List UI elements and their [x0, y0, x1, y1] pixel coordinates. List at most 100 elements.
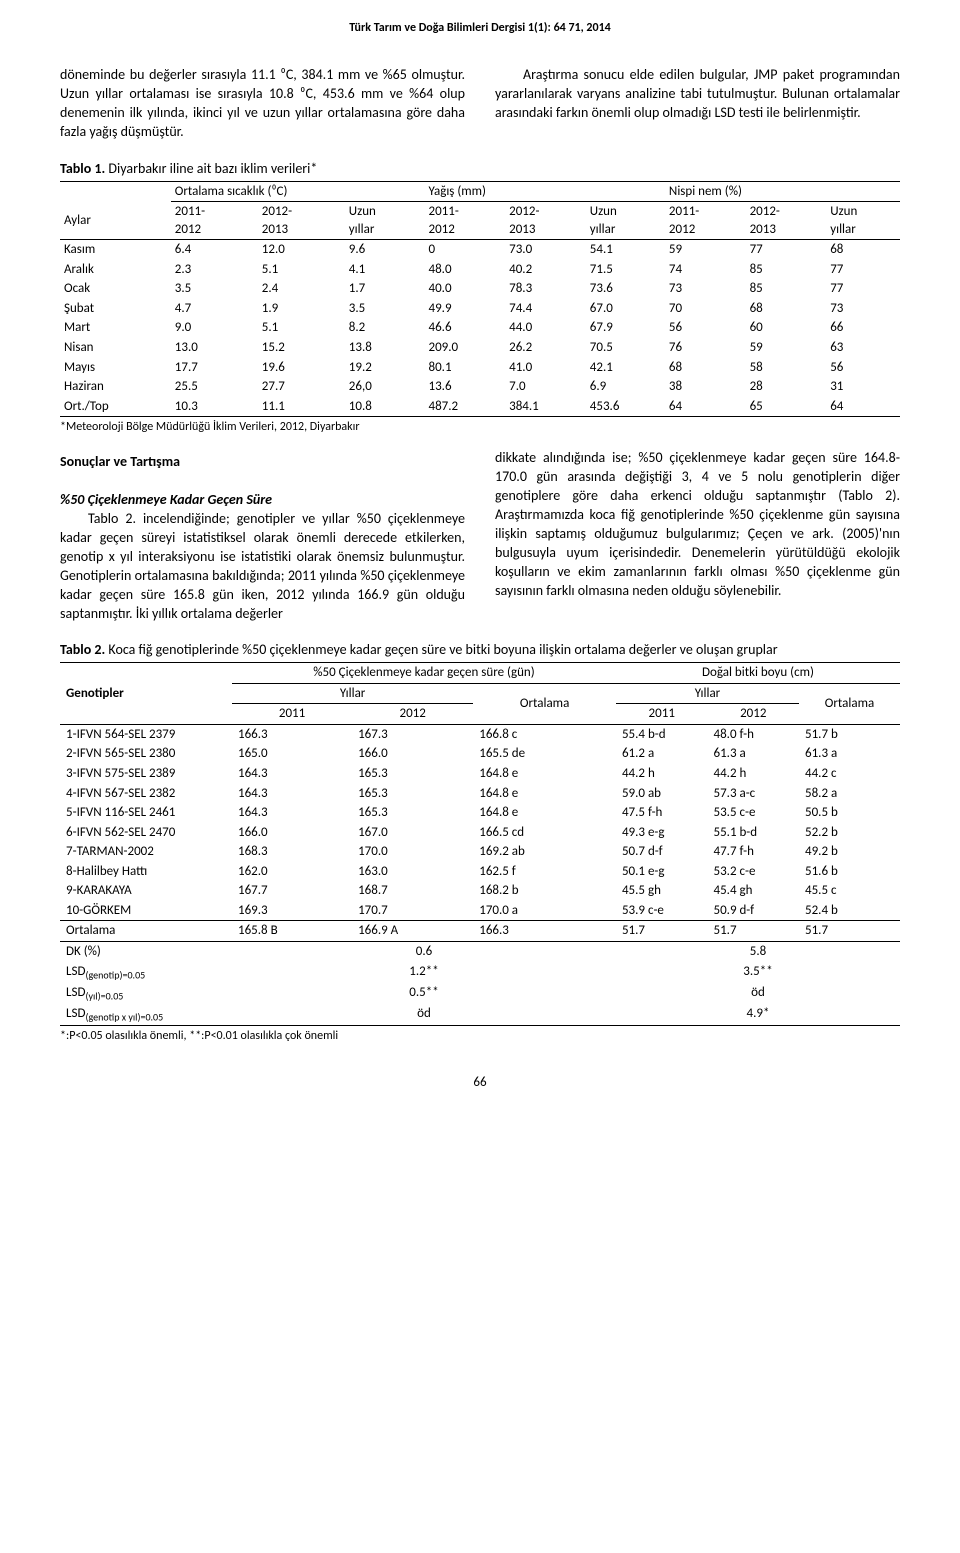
t2-group1: %50 Çiçeklenmeye kadar geçen süre (gün)	[232, 663, 616, 684]
t2-cell: 50.9 d-f	[707, 901, 799, 921]
t2-lsdy-v1: 0.5**	[232, 983, 616, 1004]
t1-cell: 6.9	[586, 377, 665, 397]
t2-y2011-2: 2011	[616, 704, 708, 725]
t2-ortalama-cell: 51.7	[799, 921, 900, 942]
t2-cell: 165.3	[352, 803, 473, 823]
t2-group2: Doğal bitki boyu (cm)	[616, 663, 900, 684]
t2-cell: 44.2 h	[616, 764, 708, 784]
t1-cell: 46.6	[424, 318, 505, 338]
t1-cell: 25.5	[171, 377, 258, 397]
t2-cell: 45.4 gh	[707, 881, 799, 901]
t1-cell: Haziran	[60, 377, 171, 397]
t1-cell: 73	[826, 299, 900, 319]
tablo1-note: *Meteoroloji Bölge Müdürlüğü İklim Veril…	[60, 419, 900, 435]
tablo2-caption-bold: Tablo 2.	[60, 641, 105, 658]
t2-cell: 166.3	[232, 724, 352, 744]
t2-yillar-1: Yıllar	[232, 683, 473, 704]
t2-dk-label: DK (%)	[60, 941, 232, 961]
t1-cell: Aralık	[60, 260, 171, 280]
t2-cell: 50.7 d-f	[616, 842, 708, 862]
t2-ortalama-cell: Ortalama	[60, 921, 232, 942]
t1-cell: 26.2	[505, 338, 586, 358]
t1-col-header: 2011-2012	[424, 202, 505, 240]
t1-cell: 4.1	[345, 260, 425, 280]
t1-cell: 5.1	[258, 260, 345, 280]
t2-cell: 164.3	[232, 784, 352, 804]
t1-cell: 44.0	[505, 318, 586, 338]
t2-cell: 168.3	[232, 842, 352, 862]
t1-cell: 15.2	[258, 338, 345, 358]
t1-cell: 74.4	[505, 299, 586, 319]
t1-cell: 78.3	[505, 279, 586, 299]
t2-cell: 164.8 e	[473, 803, 616, 823]
t2-cell: 44.2 h	[707, 764, 799, 784]
t2-cell: 162.5 f	[473, 862, 616, 882]
t1-cell: 54.1	[586, 240, 665, 260]
tablo2-caption: Tablo 2. Koca fiğ genotiplerinde %50 çiç…	[60, 641, 900, 660]
t1-cell: 38	[665, 377, 746, 397]
t1-cell: 66	[826, 318, 900, 338]
t1-cell: 40.0	[424, 279, 505, 299]
t2-cell: 6-IFVN 562-SEL 2470	[60, 823, 232, 843]
t2-cell: 166.0	[232, 823, 352, 843]
t2-cell: 58.2 a	[799, 784, 900, 804]
t2-ortalama-2: Ortalama	[799, 683, 900, 724]
t1-cell: Şubat	[60, 299, 171, 319]
t2-lsdg-v1: 1.2**	[232, 962, 616, 983]
t2-dk-v1: 0.6	[232, 941, 616, 961]
t1-cell: 12.0	[258, 240, 345, 260]
t2-cell: 51.6 b	[799, 862, 900, 882]
t1-cell: 453.6	[586, 397, 665, 417]
t2-cell: 44.2 c	[799, 764, 900, 784]
t2-cell: 167.0	[352, 823, 473, 843]
t1-cell: 42.1	[586, 358, 665, 378]
cicek-title: %50 Çiçeklenmeye Kadar Geçen Süre	[60, 491, 465, 510]
t1-cell: 27.7	[258, 377, 345, 397]
t2-cell: 47.5 f-h	[616, 803, 708, 823]
t2-ortalama-cell: 166.9 A	[352, 921, 473, 942]
t2-cell: 5-IFVN 116-SEL 2461	[60, 803, 232, 823]
t1-cell: 2.3	[171, 260, 258, 280]
t2-cell: 167.7	[232, 881, 352, 901]
t1-cell: 19.6	[258, 358, 345, 378]
t2-cell: 10-GÖRKEM	[60, 901, 232, 921]
t2-ortalama-1: Ortalama	[473, 683, 616, 724]
t1-cell: 77	[746, 240, 827, 260]
t1-col-header: Uzunyıllar	[345, 202, 425, 240]
t2-lsdy-v2: öd	[616, 983, 900, 1004]
t2-y2012-1: 2012	[352, 704, 473, 725]
tablo1-caption-bold: Tablo 1.	[60, 160, 105, 177]
t2-cell: 8-Halilbey Hattı	[60, 862, 232, 882]
t2-lsdy-label: LSD(yıl)=0.05	[60, 983, 232, 1004]
t1-cell: 68	[665, 358, 746, 378]
t1-group-temp: Ortalama sıcaklık (⁰C)	[171, 181, 425, 202]
t2-cell: 165.5 de	[473, 744, 616, 764]
t2-lsdgy-v1: öd	[232, 1004, 616, 1026]
t1-cell: 11.1	[258, 397, 345, 417]
tablo1-caption-rest: Diyarbakır iline ait bazı iklim verileri…	[105, 160, 317, 177]
t1-cell: 26,0	[345, 377, 425, 397]
t2-cell: 164.3	[232, 803, 352, 823]
t2-cell: 165.3	[352, 784, 473, 804]
t1-cell: 5.1	[258, 318, 345, 338]
page-number: 66	[60, 1074, 900, 1092]
t1-col-header: 2011-2012	[665, 202, 746, 240]
journal-header: Türk Tarım ve Doğa Bilimleri Dergisi 1(1…	[60, 20, 900, 36]
t2-cell: 164.3	[232, 764, 352, 784]
t1-cell: 68	[826, 240, 900, 260]
t2-cell: 49.2 b	[799, 842, 900, 862]
t2-cell: 4-IFVN 567-SEL 2382	[60, 784, 232, 804]
t1-cell: 71.5	[586, 260, 665, 280]
t2-cell: 59.0 ab	[616, 784, 708, 804]
t1-cell: 64	[826, 397, 900, 417]
t1-cell: 67.0	[586, 299, 665, 319]
tablo2-note: *:P<0.05 olasılıkla önemli, **:P<0.01 ol…	[60, 1028, 900, 1044]
t2-y2012-2: 2012	[707, 704, 799, 725]
t2-lsdgy-label: LSD(genotip x yıl)=0.05	[60, 1004, 232, 1026]
t1-cell: 28	[746, 377, 827, 397]
t2-cell: 164.8 e	[473, 784, 616, 804]
t1-cell: 68	[746, 299, 827, 319]
t2-cell: 1-IFVN 564-SEL 2379	[60, 724, 232, 744]
t1-cell: 487.2	[424, 397, 505, 417]
t1-cell: 6.4	[171, 240, 258, 260]
